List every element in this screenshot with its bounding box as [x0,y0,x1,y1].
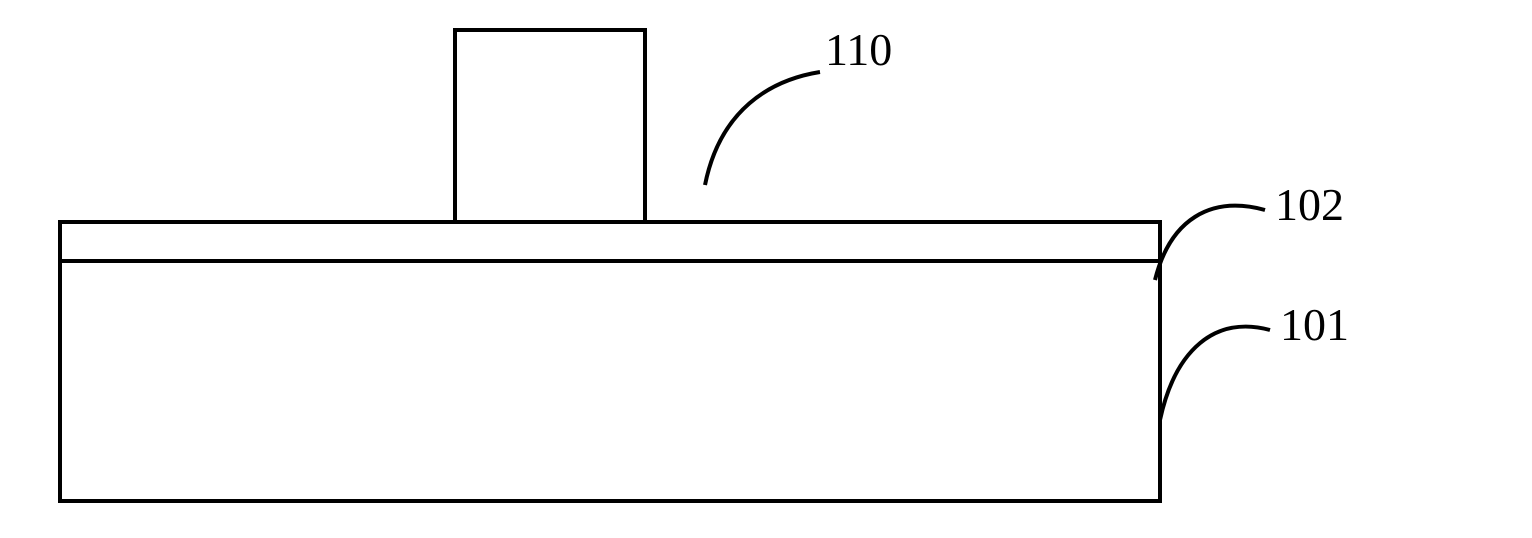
leader-line-101 [1160,327,1270,420]
leader-line-110 [705,72,820,185]
gate-block-110 [455,30,645,222]
cross-section-diagram: 110 102 101 [0,0,1532,538]
label-101: 101 [1280,299,1349,350]
leader-line-102 [1155,206,1265,280]
label-110: 110 [825,24,892,75]
label-102: 102 [1275,179,1344,230]
thin-layer-102 [60,222,1160,261]
substrate-layer-101 [60,261,1160,501]
